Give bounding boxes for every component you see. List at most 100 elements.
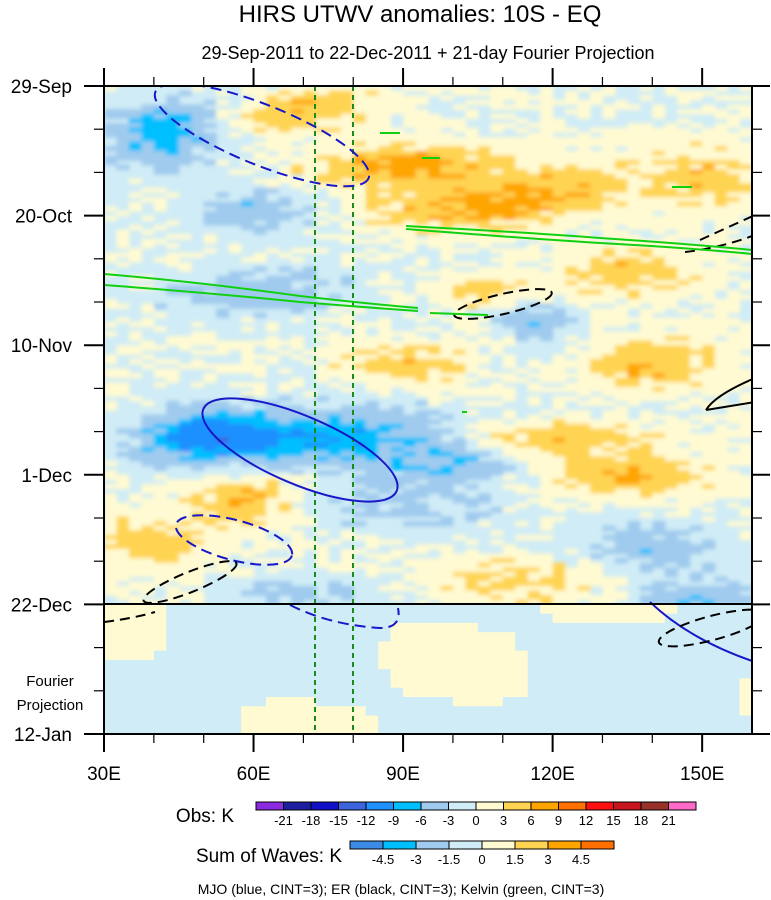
projection-cell — [178, 687, 192, 698]
projection-cell — [241, 632, 255, 642]
anomaly-cell — [639, 372, 653, 379]
anomaly-cell — [365, 123, 379, 129]
anomaly-cell — [465, 359, 479, 365]
anomaly-cell — [390, 460, 404, 467]
anomaly-cell — [290, 474, 304, 481]
anomaly-cell — [577, 289, 591, 295]
anomaly-cell — [577, 197, 591, 203]
anomaly-cell — [440, 86, 454, 92]
anomaly-cell — [428, 326, 442, 332]
anomaly-cell — [128, 359, 142, 365]
projection-cell — [452, 696, 466, 707]
colorbar-level-label: 21 — [661, 813, 675, 828]
anomaly-cell — [677, 252, 691, 258]
anomaly-cell — [490, 169, 504, 175]
anomaly-cell — [614, 410, 628, 416]
projection-cell — [614, 687, 628, 698]
anomaly-cell — [565, 136, 579, 143]
projection-cell — [216, 706, 230, 716]
anomaly-cell — [664, 317, 678, 323]
anomaly-cell — [340, 261, 354, 268]
anomaly-cell — [664, 345, 678, 351]
anomaly-cell — [191, 86, 205, 92]
projection-cell — [241, 687, 255, 698]
anomaly-cell — [702, 187, 716, 194]
anomaly-cell — [290, 99, 304, 106]
anomaly-cell — [440, 285, 454, 291]
anomaly-cell — [191, 123, 205, 129]
anomaly-cell — [739, 456, 752, 462]
projection-cell — [104, 641, 117, 652]
anomaly-cell — [664, 340, 678, 346]
anomaly-cell — [689, 289, 703, 295]
anomaly-cell — [590, 298, 604, 305]
anomaly-cell — [266, 210, 280, 217]
projection-cell — [403, 613, 417, 624]
anomaly-cell — [328, 113, 342, 119]
anomaly-cell — [490, 215, 504, 221]
anomaly-cell — [714, 95, 728, 101]
projection-cell — [552, 696, 566, 707]
anomaly-cell — [727, 210, 741, 217]
anomaly-cell — [590, 280, 604, 286]
anomaly-cell — [614, 192, 628, 198]
anomaly-cell — [714, 437, 728, 443]
anomaly-cell — [714, 150, 728, 157]
anomaly-cell — [153, 372, 167, 379]
anomaly-cell — [403, 86, 417, 92]
anomaly-cell — [241, 280, 255, 286]
anomaly-cell — [577, 585, 591, 592]
anomaly-cell — [328, 150, 342, 157]
anomaly-cell — [153, 169, 167, 175]
anomaly-cell — [365, 86, 379, 92]
anomaly-cell — [153, 224, 167, 231]
anomaly-cell — [639, 215, 653, 221]
anomaly-cell — [178, 405, 192, 411]
anomaly-cell — [614, 548, 628, 555]
projection-cell — [153, 622, 167, 633]
anomaly-cell — [290, 86, 304, 92]
anomaly-cell — [652, 470, 666, 476]
anomaly-cell — [191, 553, 205, 559]
anomaly-cell — [278, 396, 292, 402]
anomaly-cell — [614, 280, 628, 286]
anomaly-cell — [191, 447, 205, 453]
projection-cell — [739, 632, 752, 642]
projection-cell — [278, 622, 292, 633]
anomaly-cell — [328, 308, 342, 314]
projection-cell — [178, 622, 192, 633]
anomaly-cell — [527, 558, 541, 564]
anomaly-cell — [153, 132, 167, 138]
anomaly-cell — [490, 595, 504, 601]
anomaly-cell — [266, 405, 280, 411]
anomaly-cell — [166, 562, 180, 568]
anomaly-cell — [315, 178, 329, 184]
projection-cell — [614, 706, 628, 716]
anomaly-cell — [502, 433, 516, 439]
anomaly-cell — [515, 484, 529, 490]
projection-cell — [652, 715, 666, 726]
anomaly-cell — [390, 363, 404, 369]
anomaly-cell — [241, 298, 255, 305]
projection-cell — [290, 715, 304, 726]
projection-cell — [490, 687, 504, 698]
anomaly-cell — [627, 488, 641, 494]
anomaly-cell — [365, 322, 379, 328]
anomaly-cell — [141, 484, 155, 490]
projection-cell — [128, 715, 142, 726]
anomaly-cell — [515, 104, 529, 110]
projection-cell — [702, 659, 716, 670]
anomaly-cell — [278, 340, 292, 346]
anomaly-cell — [141, 511, 155, 518]
anomaly-cell — [689, 261, 703, 268]
anomaly-cell — [116, 210, 130, 217]
projection-cell — [515, 687, 529, 698]
anomaly-cell — [328, 86, 342, 92]
anomaly-cell — [540, 123, 554, 129]
anomaly-cell — [378, 132, 392, 138]
kelvin-contour-2 — [104, 284, 419, 312]
anomaly-cell — [465, 581, 479, 587]
anomaly-cell — [639, 479, 653, 485]
anomaly-cell — [627, 173, 641, 180]
anomaly-cell — [428, 400, 442, 406]
